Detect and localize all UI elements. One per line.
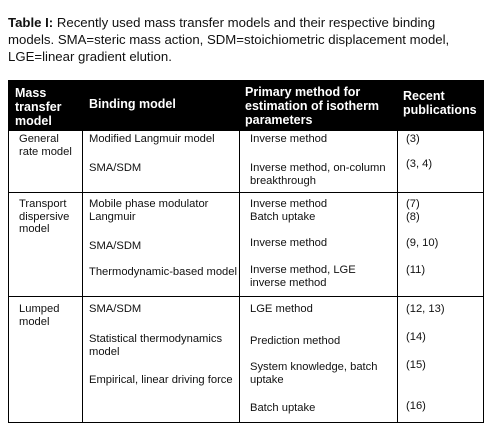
mass-transfer-table: Mass transfer model Binding model Primary … — [8, 80, 484, 423]
pubs-cell: (15) — [406, 359, 426, 371]
column-divider — [82, 131, 83, 422]
pubs-cell: (14) — [406, 331, 426, 343]
method-cell: Batch uptake — [250, 402, 316, 414]
pubs-cell: (9, 10) — [406, 237, 439, 249]
method-cell: Inverse method Batch uptake — [250, 198, 328, 223]
model-transport-dispersive: Transport dispersive model — [19, 198, 70, 235]
column-divider — [239, 131, 240, 422]
binding-cell: Thermodynamic-based model — [89, 266, 237, 278]
pubs-cell: (12, 13) — [406, 303, 445, 315]
method-cell: Prediction method — [250, 335, 341, 347]
pubs-cell: (7) (8) — [406, 198, 420, 223]
table-label: Table I: — [8, 15, 54, 30]
binding-cell: SMA/SDM — [89, 303, 142, 315]
pubs-cell: (3, 4) — [406, 158, 433, 170]
model-lumped: Lumped model — [19, 303, 60, 328]
binding-cell: Empirical, linear driving force — [89, 374, 233, 386]
binding-cell: SMA/SDM — [89, 162, 142, 174]
pubs-cell: (3) — [406, 133, 420, 145]
table-header: Mass transfer model Binding model Primary … — [9, 81, 483, 131]
binding-cell: SMA/SDM — [89, 240, 142, 252]
header-binding-model: Binding model — [89, 97, 176, 111]
method-cell: LGE method — [250, 303, 313, 315]
header-recent-publications: Recent publications — [403, 89, 477, 117]
row-divider — [9, 192, 483, 193]
table-caption: Table I: Recently used mass transfer mod… — [8, 14, 478, 65]
method-cell: Inverse method — [250, 133, 328, 145]
caption-text: Recently used mass transfer models and t… — [8, 15, 450, 64]
row-divider — [9, 296, 483, 297]
model-general-rate: General rate model — [19, 133, 72, 158]
method-cell: Inverse method, on-column breakthrough — [250, 162, 386, 187]
method-cell: Inverse method, LGE inverse method — [250, 264, 356, 289]
method-cell: Inverse method — [250, 237, 328, 249]
binding-cell: Modified Langmuir model — [89, 133, 215, 145]
binding-cell: Statistical thermodynamics model — [89, 333, 223, 358]
method-cell: System knowledge, batch uptake — [250, 361, 378, 386]
header-primary-method: Primary method for estimation of isotherm… — [245, 85, 380, 127]
header-mass-transfer-model: Mass transfer model — [15, 86, 62, 128]
pubs-cell: (11) — [406, 264, 426, 276]
pubs-cell: (16) — [406, 400, 426, 412]
binding-cell: Mobile phase modulator Langmuir — [89, 198, 209, 223]
column-divider — [397, 131, 398, 422]
